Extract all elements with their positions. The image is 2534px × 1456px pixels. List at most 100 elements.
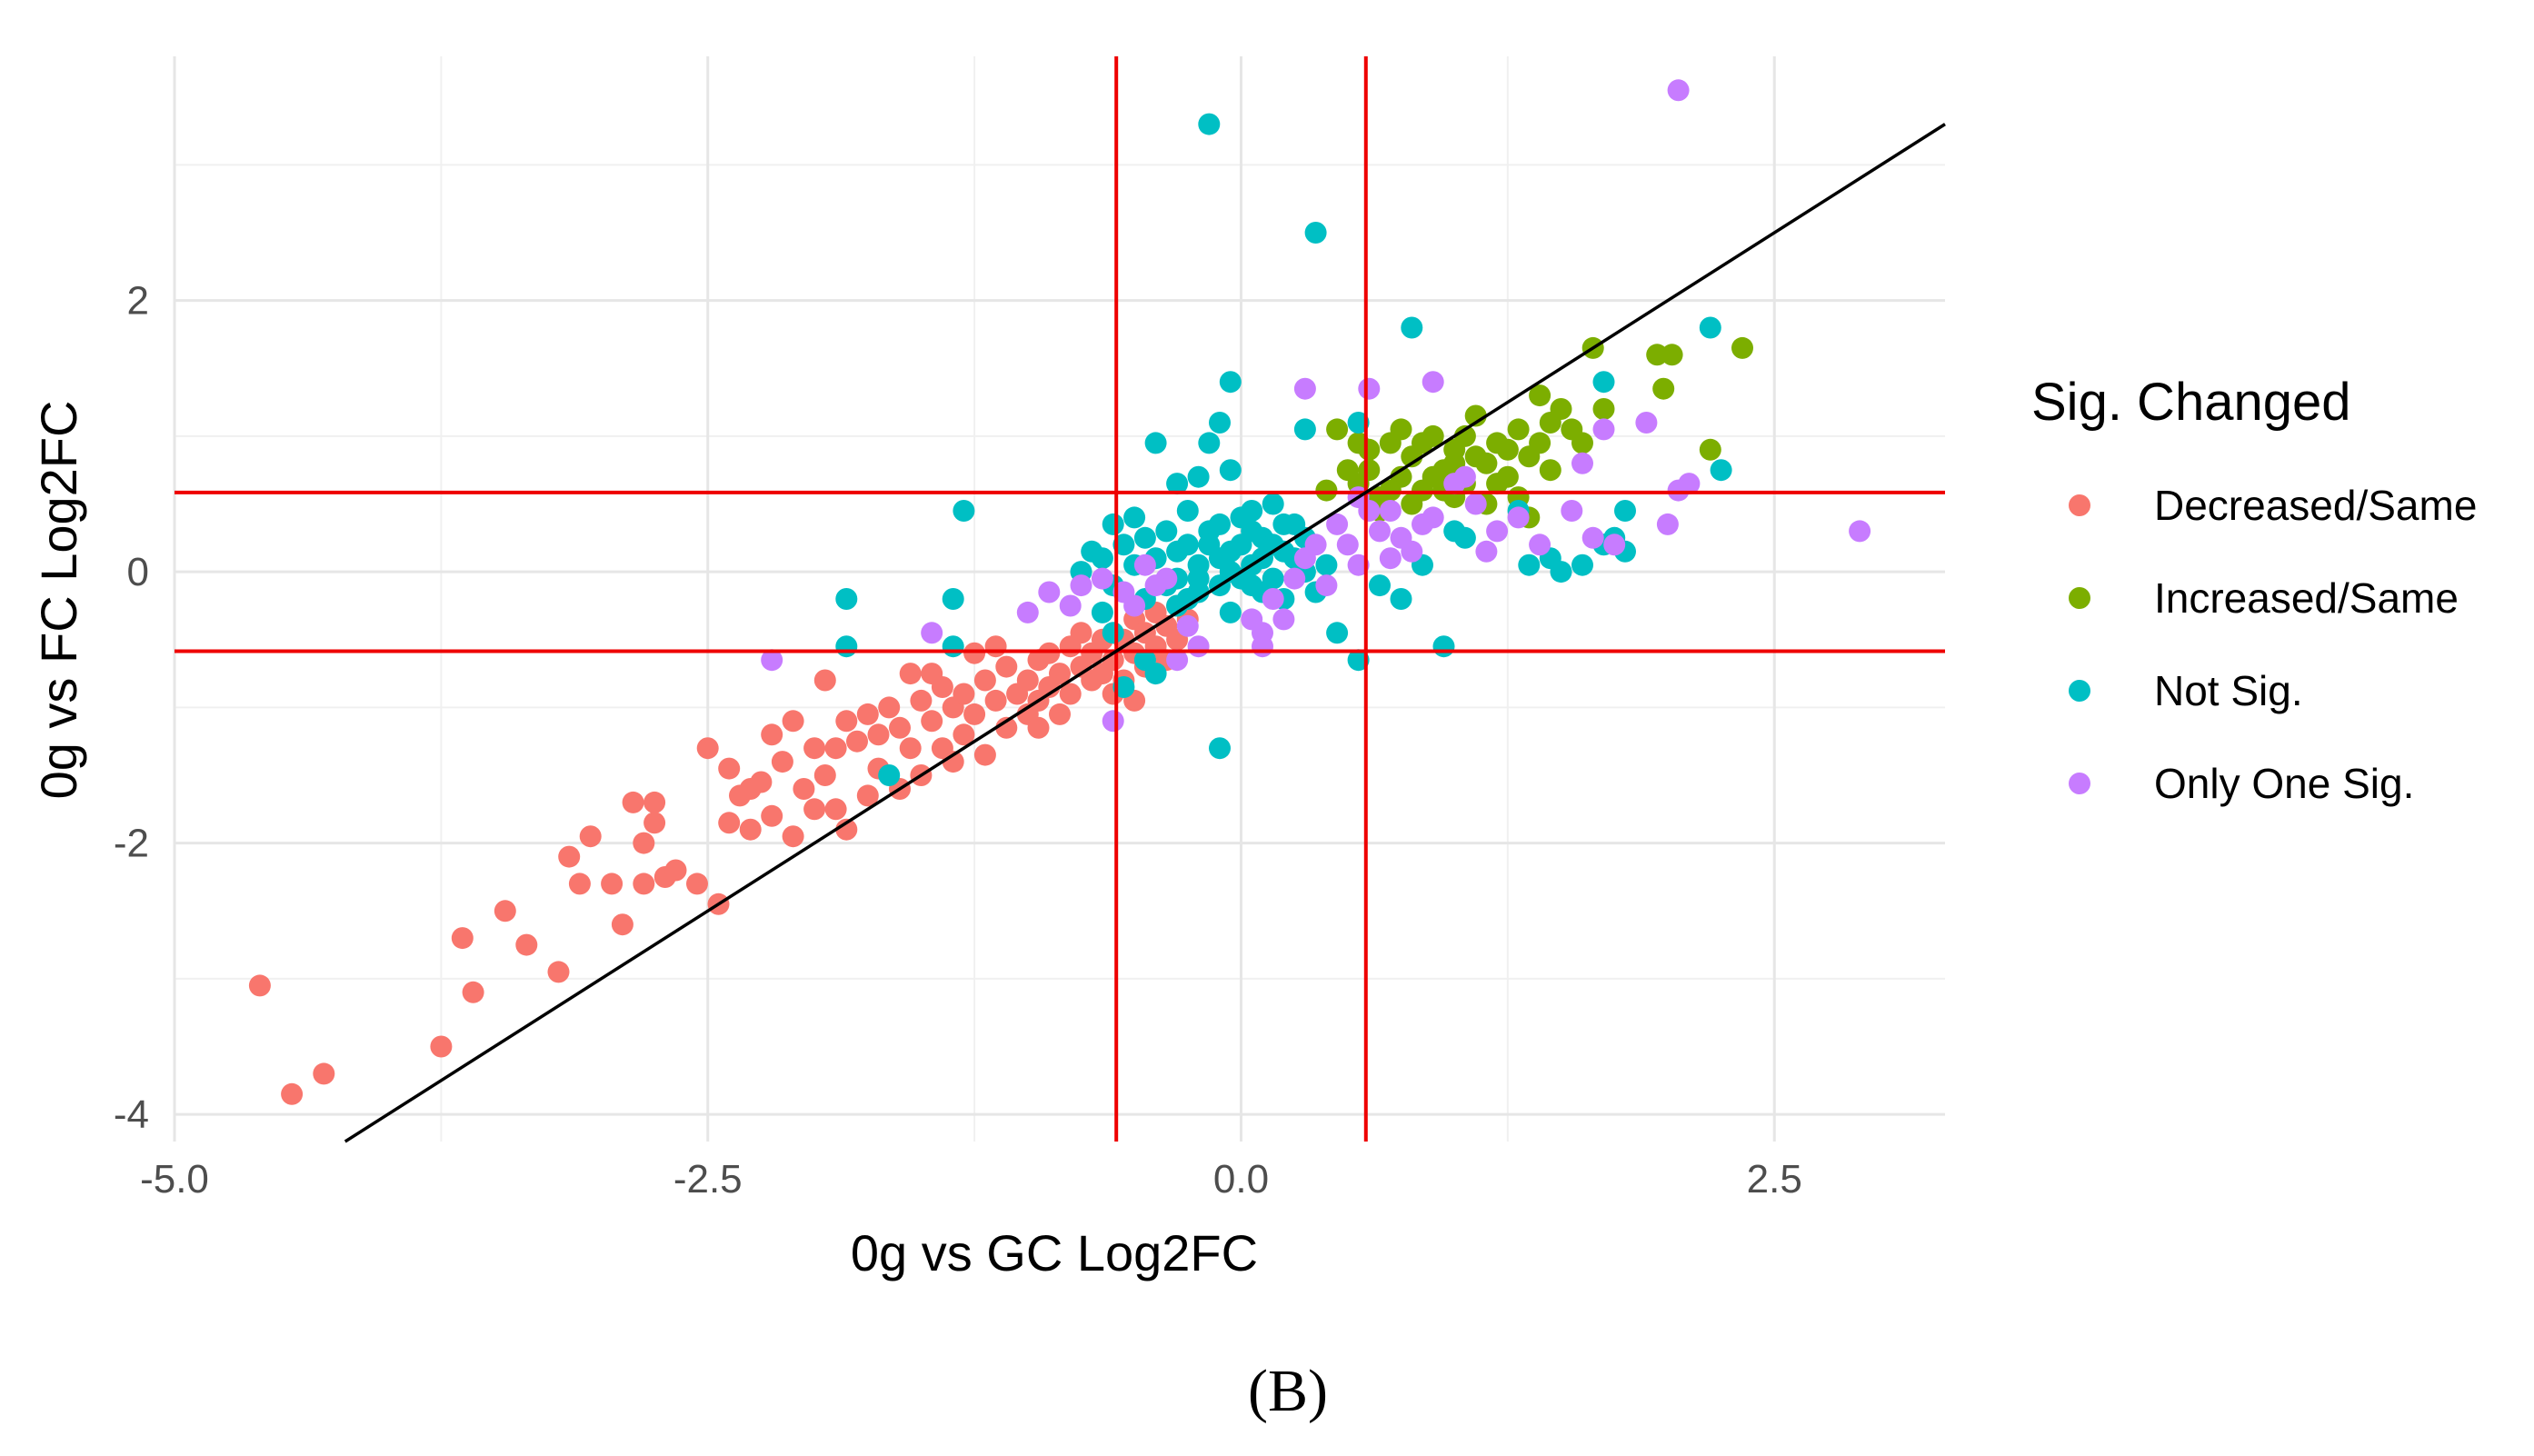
data-point bbox=[696, 737, 719, 760]
data-point bbox=[1176, 588, 1199, 610]
data-point bbox=[878, 696, 901, 719]
data-point bbox=[835, 635, 858, 658]
data-point bbox=[942, 635, 964, 658]
data-point bbox=[1652, 377, 1675, 400]
data-point bbox=[1262, 493, 1284, 515]
data-point bbox=[953, 500, 975, 522]
data-point bbox=[835, 818, 858, 841]
data-point bbox=[1176, 500, 1199, 522]
data-point bbox=[643, 791, 666, 813]
data-point bbox=[953, 723, 975, 746]
data-point bbox=[1347, 432, 1370, 454]
reference-lines bbox=[175, 56, 1946, 1143]
data-point bbox=[1453, 465, 1476, 488]
data-point bbox=[1661, 344, 1683, 366]
data-point bbox=[1539, 412, 1561, 434]
data-point bbox=[1507, 418, 1530, 441]
legend-title: Sig. Changed bbox=[2031, 373, 2350, 432]
x-tick-label: -5.0 bbox=[140, 1157, 209, 1202]
data-point bbox=[1315, 553, 1338, 576]
data-point bbox=[515, 933, 538, 956]
data-point bbox=[1155, 520, 1178, 543]
data-point bbox=[1358, 459, 1381, 482]
data-point bbox=[1091, 601, 1113, 623]
data-point bbox=[1412, 513, 1433, 535]
data-point bbox=[1347, 649, 1370, 672]
data-point bbox=[1272, 608, 1295, 631]
data-point bbox=[1849, 520, 1871, 543]
data-point bbox=[1518, 553, 1541, 576]
identity-diagonal-line bbox=[344, 123, 1946, 1143]
data-point bbox=[1059, 683, 1082, 705]
data-point bbox=[558, 845, 581, 868]
data-point bbox=[1475, 540, 1498, 563]
data-point bbox=[761, 723, 783, 746]
y-tick-label: -4 bbox=[114, 1092, 149, 1137]
data-point bbox=[1369, 574, 1391, 597]
data-point bbox=[1293, 377, 1316, 400]
legend-label: Only One Sig. bbox=[2154, 760, 2414, 807]
data-point bbox=[1347, 412, 1370, 434]
data-point bbox=[995, 716, 1018, 739]
data-point bbox=[1453, 424, 1476, 447]
data-point bbox=[942, 588, 964, 610]
data-point bbox=[1614, 500, 1636, 522]
data-point bbox=[1592, 371, 1615, 394]
data-point bbox=[1529, 432, 1551, 454]
axes: 0g vs GC Log2FC 0g vs FC Log2FC -5.0 -2.5… bbox=[30, 279, 1802, 1281]
data-point bbox=[878, 764, 901, 786]
data-point bbox=[1379, 479, 1402, 502]
data-point bbox=[1326, 622, 1349, 644]
data-point bbox=[1443, 520, 1466, 543]
data-point bbox=[1230, 534, 1252, 556]
data-point bbox=[1187, 635, 1210, 658]
data-point bbox=[813, 764, 836, 786]
data-point bbox=[1326, 418, 1349, 441]
data-point bbox=[643, 812, 666, 834]
data-point bbox=[1272, 513, 1295, 535]
data-point bbox=[718, 812, 741, 834]
legend-key bbox=[2069, 494, 2090, 516]
grid bbox=[173, 56, 1945, 1142]
data-point bbox=[1464, 445, 1487, 468]
data-point bbox=[1187, 465, 1210, 488]
data-point bbox=[1603, 534, 1626, 556]
data-point bbox=[1241, 574, 1263, 597]
data-point bbox=[1699, 316, 1721, 339]
data-point bbox=[1529, 384, 1551, 407]
data-point bbox=[1293, 418, 1316, 441]
data-point bbox=[1241, 608, 1263, 631]
data-point bbox=[718, 757, 741, 780]
data-point bbox=[633, 832, 655, 854]
data-point bbox=[1412, 432, 1433, 454]
data-point bbox=[1635, 412, 1658, 434]
data-point bbox=[1401, 316, 1423, 339]
data-point bbox=[963, 703, 986, 725]
data-point bbox=[1571, 452, 1593, 474]
y-tick-label: 0 bbox=[127, 550, 149, 594]
legend-label: Not Sig. bbox=[2154, 667, 2303, 714]
data-point bbox=[1369, 520, 1391, 543]
data-point bbox=[856, 703, 879, 725]
data-point bbox=[1091, 547, 1113, 570]
data-point bbox=[1198, 113, 1221, 135]
data-point bbox=[1198, 432, 1221, 454]
data-point bbox=[1507, 506, 1530, 529]
data-point bbox=[867, 723, 890, 746]
data-point bbox=[910, 689, 933, 712]
data-point bbox=[921, 622, 943, 644]
data-point bbox=[1539, 459, 1561, 482]
data-point bbox=[1219, 371, 1242, 394]
data-point bbox=[1176, 614, 1199, 637]
series-increased-same bbox=[1315, 336, 1753, 529]
data-point bbox=[921, 710, 943, 733]
data-point bbox=[1112, 676, 1135, 698]
data-point bbox=[1358, 377, 1381, 400]
data-point bbox=[1102, 649, 1124, 672]
data-point bbox=[1219, 601, 1242, 623]
legend-key bbox=[2069, 773, 2090, 794]
y-tick-label: 2 bbox=[127, 279, 149, 324]
data-point bbox=[1422, 371, 1444, 394]
data-point bbox=[984, 635, 1007, 658]
